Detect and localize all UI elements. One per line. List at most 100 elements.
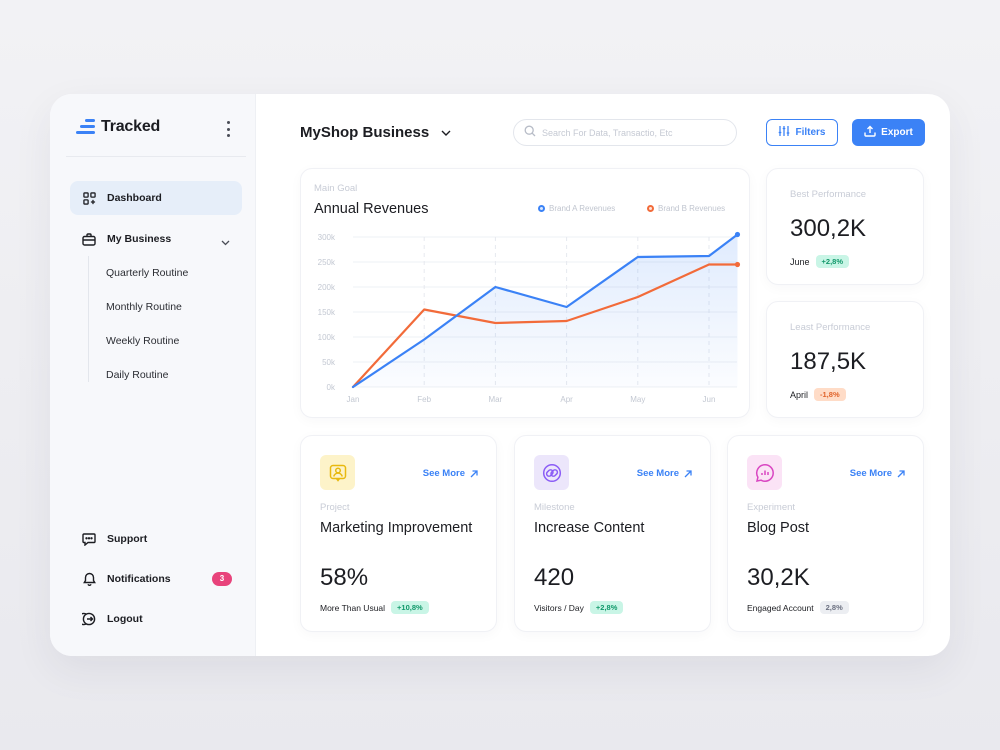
milestone-card: See More Milestone Increase Content 420 … [514,435,711,632]
card-foot: Engaged Account 2,8% [747,601,849,614]
y-tick-label: 200k [318,283,336,292]
card-name: Marketing Improvement [320,520,473,536]
stat-foot: April -1,8% [790,388,846,401]
card-value: 30,2K [747,564,810,591]
see-more-link[interactable]: See More [423,468,478,479]
export-label: Export [881,127,913,138]
see-more-link[interactable]: See More [637,468,692,479]
stat-value: 187,5K [790,348,867,375]
stat-label: Best Performance [790,189,867,200]
sidebar-item-my-business[interactable]: My Business [70,222,242,256]
x-tick-label: Jan [347,395,360,404]
brand-b-end-point [734,261,741,268]
sidebar-subitem-monthly-routine[interactable]: Monthly Routine [106,301,182,313]
card-category: Experiment [747,502,796,513]
notification-count-badge: 3 [212,572,232,586]
x-tick-label: Apr [560,395,573,404]
filters-label: Filters [795,127,826,138]
chat-chart-icon [747,455,782,490]
legend-dot [538,205,545,212]
card-name: Increase Content [534,520,645,536]
card-value: 58% [320,564,369,591]
card-name: Blog Post [747,520,810,536]
brand-a-line [351,233,739,389]
sidebar-item-logout[interactable]: Logout [70,602,242,636]
legend-item-brand-a[interactable]: Brand A Revenues [538,204,615,213]
card-change-badge: 2,8% [819,601,849,614]
x-tick-label: Mar [489,395,503,404]
y-tick-label: 0k [327,383,336,392]
export-button[interactable]: Export [852,119,925,146]
chevron-down-icon [441,123,451,141]
sidebar-item-label: Support [107,533,148,545]
y-tick-label: 300k [318,233,336,242]
see-more-link[interactable]: See More [850,468,905,479]
bell-icon [82,572,96,586]
card-foot: Visitors / Day +2,8% [534,601,624,614]
card-foot-label: Engaged Account [747,602,814,613]
dashboard-icon [82,191,96,205]
logout-icon [82,612,96,626]
sidebar-divider [66,156,246,157]
least-performance-card: Least Performance 187,5K April -1,8% [766,301,924,418]
sidebar-subitem-weekly-routine[interactable]: Weekly Routine [106,335,180,347]
best-performance-card: Best Performance 300,2K June +2,8% [766,168,924,285]
stat-month: April [790,389,809,400]
see-more-label: See More [422,468,465,479]
stat-foot: June +2,8% [790,255,850,268]
sidebar-item-label: Logout [107,613,143,625]
card-foot: More Than Usual +10,8% [320,601,429,614]
upload-icon [864,125,881,140]
legend-item-brand-b[interactable]: Brand B Revenues [647,204,725,213]
sliders-icon [778,125,795,140]
app-window: Tracked Dashboard My Business [50,94,950,656]
sidebar-item-label: Dashboard [107,192,162,204]
more-options-icon[interactable] [222,121,234,137]
page-title: MyShop Business [300,123,430,141]
card-change-badge: +2,8% [589,601,624,614]
legend-dot [647,205,654,212]
search-bar[interactable] [513,119,737,146]
legend-label: Brand B Revenues [658,204,726,213]
user-square-icon [320,455,355,490]
sub-tree-line [88,256,89,382]
y-tick-label: 250k [318,258,336,267]
stat-change-badge: +2,8% [815,255,850,268]
brand-a-end-point [734,231,741,238]
sidebar-item-label: My Business [107,233,172,245]
chevron-down-icon [221,233,230,251]
brand-b-line [351,263,739,389]
sidebar-item-support[interactable]: Support [70,522,242,556]
x-tick-label: May [630,395,645,404]
sidebar-item-label: Notifications [107,573,171,585]
sidebar-subitem-daily-routine[interactable]: Daily Routine [106,369,169,381]
project-card: See More Project Marketing Improvement 5… [300,435,497,632]
sidebar-item-notifications[interactable]: Notifications 3 [70,562,242,596]
stat-month: June [790,256,810,267]
logo[interactable]: Tracked [76,118,160,136]
sidebar: Tracked Dashboard My Business [50,94,256,656]
sidebar-subitem-quarterly-routine[interactable]: Quarterly Routine [106,267,189,279]
chat-support-icon [82,532,96,546]
business-selector[interactable]: MyShop Business [300,123,451,141]
stat-label: Least Performance [790,322,871,333]
arrow-up-right-icon [684,469,692,477]
filters-button[interactable]: Filters [766,119,838,146]
card-category: Project [320,502,350,513]
link-circle-icon [534,455,569,490]
arrow-up-right-icon [470,469,478,477]
card-value: 420 [534,564,575,591]
card-title: Annual Revenues [314,201,429,217]
search-input[interactable] [542,127,722,138]
sidebar-item-dashboard[interactable]: Dashboard [70,181,242,215]
stat-value: 300,2K [790,215,867,242]
experiment-card: See More Experiment Blog Post 30,2K Enga… [727,435,924,632]
see-more-label: See More [636,468,679,479]
annual-revenues-card: Main Goal Annual Revenues Brand A Revenu… [300,168,750,418]
brand-a-area [353,234,738,387]
search-icon [524,124,536,142]
stat-change-badge: -1,8% [814,388,846,401]
y-tick-label: 150k [318,308,336,317]
y-tick-label: 50k [322,358,336,367]
x-tick-label: Jun [703,395,716,404]
